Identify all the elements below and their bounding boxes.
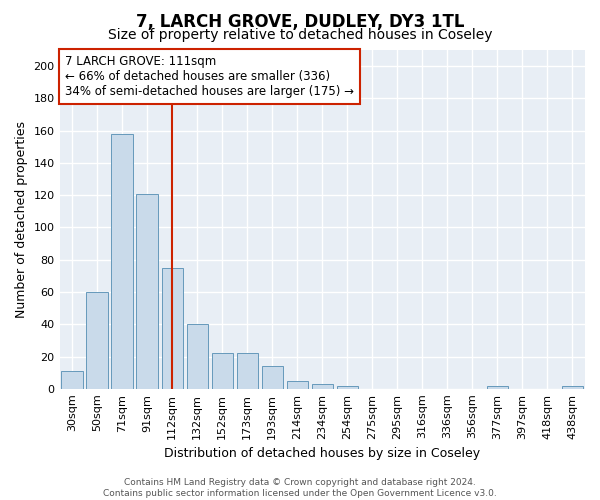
Bar xyxy=(337,386,358,389)
Bar xyxy=(236,354,258,389)
Bar xyxy=(61,371,83,389)
Bar xyxy=(112,134,133,389)
Bar xyxy=(187,324,208,389)
Text: 7, LARCH GROVE, DUDLEY, DY3 1TL: 7, LARCH GROVE, DUDLEY, DY3 1TL xyxy=(136,12,464,30)
Bar xyxy=(136,194,158,389)
Bar xyxy=(161,268,183,389)
Bar xyxy=(262,366,283,389)
Bar xyxy=(562,386,583,389)
Bar xyxy=(86,292,108,389)
X-axis label: Distribution of detached houses by size in Coseley: Distribution of detached houses by size … xyxy=(164,447,481,460)
Bar xyxy=(287,380,308,389)
Bar xyxy=(212,354,233,389)
Bar xyxy=(487,386,508,389)
Text: Contains HM Land Registry data © Crown copyright and database right 2024.
Contai: Contains HM Land Registry data © Crown c… xyxy=(103,478,497,498)
Bar xyxy=(311,384,333,389)
Text: Size of property relative to detached houses in Coseley: Size of property relative to detached ho… xyxy=(108,28,492,42)
Text: 7 LARCH GROVE: 111sqm
← 66% of detached houses are smaller (336)
34% of semi-det: 7 LARCH GROVE: 111sqm ← 66% of detached … xyxy=(65,55,354,98)
Y-axis label: Number of detached properties: Number of detached properties xyxy=(15,121,28,318)
